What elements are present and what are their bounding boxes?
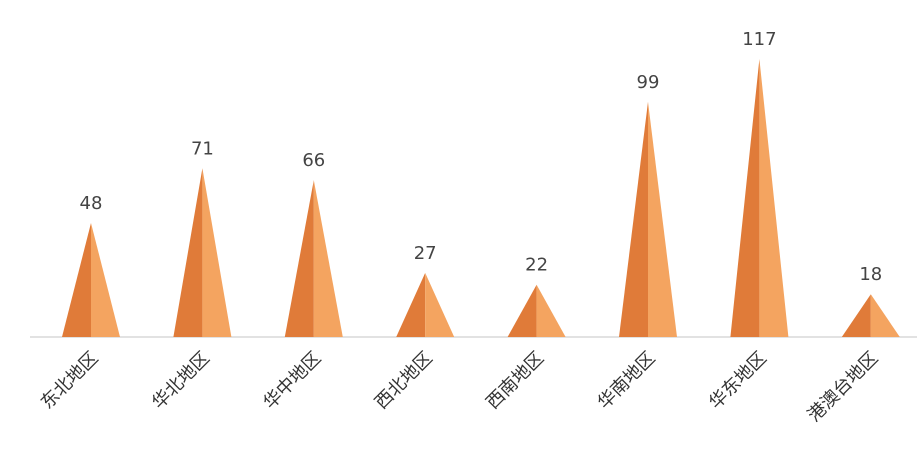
bar-3 (284, 180, 343, 337)
bar-face-left (173, 168, 203, 337)
bar-face-left (730, 59, 760, 338)
tick-label-4: 西北地区 (371, 348, 437, 414)
tick-label-6: 华南地区 (594, 348, 660, 414)
bar-face-right (313, 180, 343, 337)
data-label-5: 22 (525, 255, 548, 276)
tick-label-8: 港澳台地区 (804, 348, 882, 426)
bar-1 (62, 222, 120, 337)
tick-labels-group: 东北地区 华北地区 华中地区 西北地区 西南地区 华南地区 华东地区 港澳台地区 (37, 348, 883, 426)
bar-face-left (619, 101, 648, 337)
bars-group (62, 59, 900, 338)
bar-face-left (841, 294, 871, 337)
tick-label-1: 东北地区 (37, 348, 103, 414)
data-labels-group: 48 71 66 27 22 99 117 18 (80, 29, 883, 285)
bar-face-right (648, 101, 677, 337)
bar-5 (507, 284, 566, 337)
bar-face-left (62, 222, 91, 337)
bar-face-left (396, 272, 426, 337)
bar-face-right (425, 272, 455, 337)
bar-6 (619, 101, 677, 337)
tick-label-5: 西南地区 (482, 348, 548, 414)
tick-label-2: 华北地区 (148, 348, 214, 414)
tick-label-3: 华中地区 (260, 348, 326, 414)
tick-label-7: 华东地区 (705, 348, 771, 414)
bar-2 (173, 168, 232, 337)
data-label-4: 27 (414, 243, 437, 264)
bar-face-right (759, 59, 789, 338)
data-label-7: 117 (742, 29, 776, 50)
bar-face-left (284, 180, 314, 337)
data-label-8: 18 (859, 264, 882, 285)
data-label-2: 71 (191, 138, 214, 159)
data-label-3: 66 (302, 150, 325, 171)
bar-face-right (870, 294, 900, 337)
data-label-1: 48 (80, 193, 103, 214)
bar-face-left (507, 284, 537, 337)
bar-7 (730, 59, 789, 338)
bar-4 (396, 272, 455, 337)
bar-face-right (202, 168, 232, 337)
bar-face-right (536, 284, 566, 337)
bar-face-right (91, 222, 120, 337)
bar-8 (841, 294, 900, 337)
data-label-6: 99 (637, 72, 660, 93)
